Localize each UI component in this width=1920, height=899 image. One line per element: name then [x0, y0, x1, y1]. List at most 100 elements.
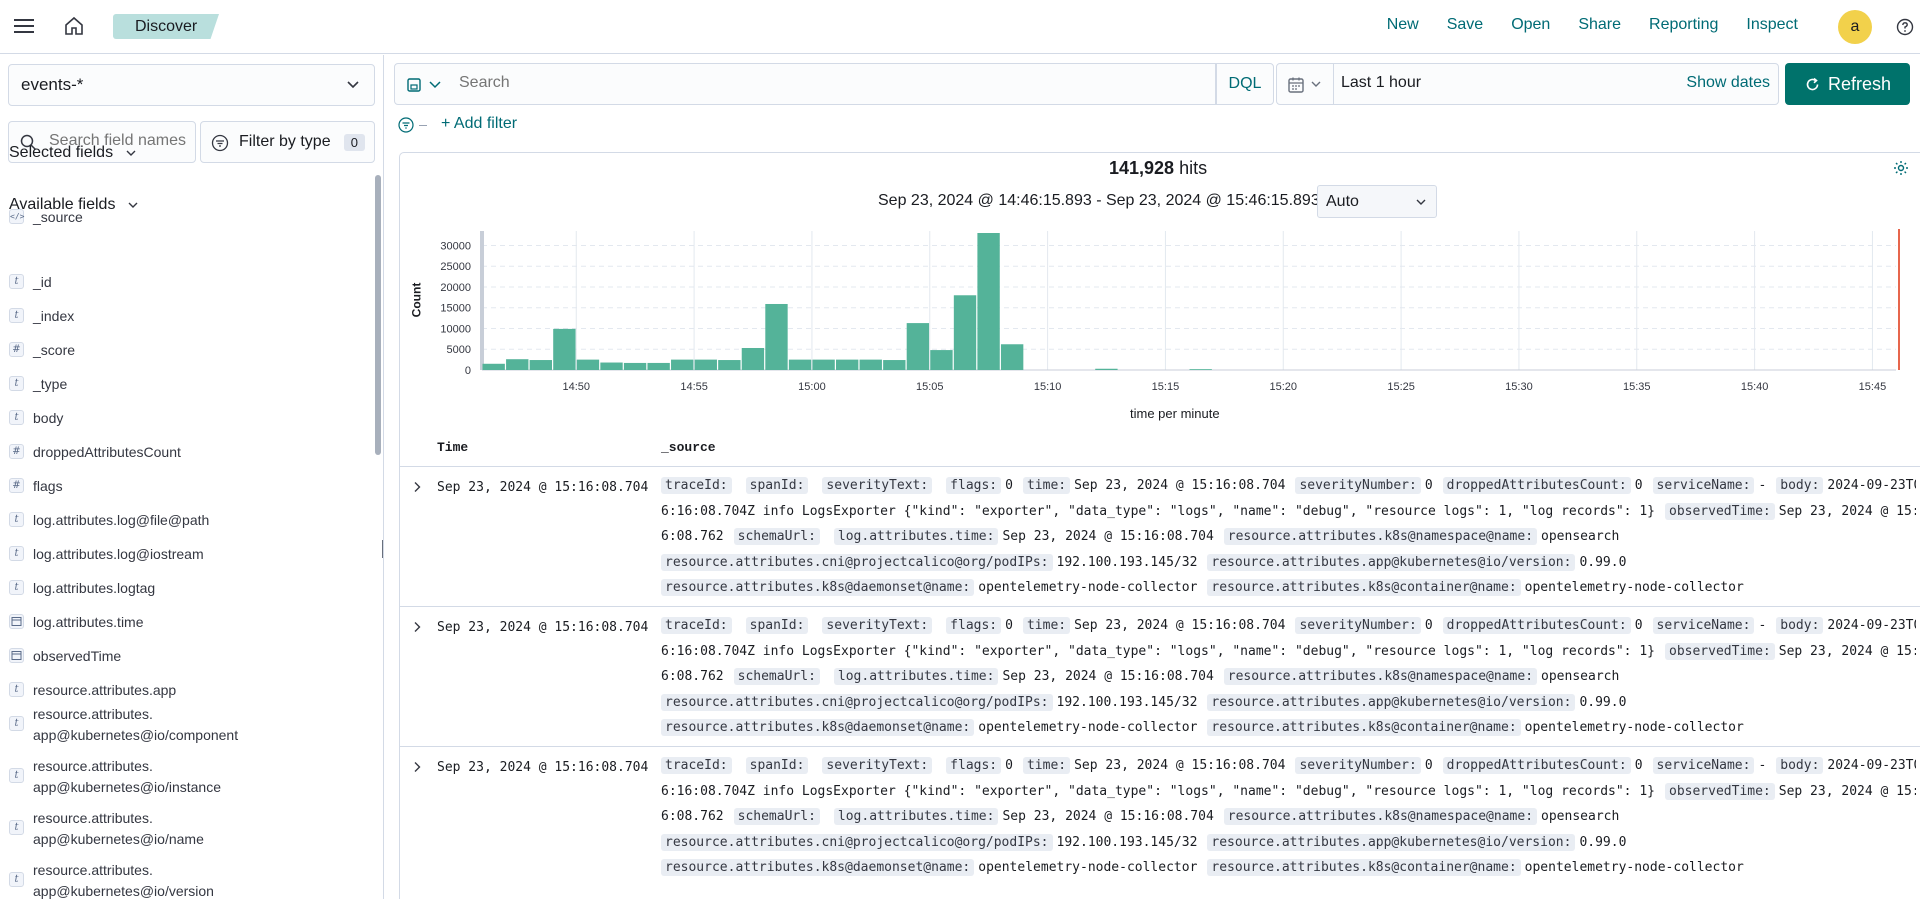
- row-source: traceId: spanId: severityText: flags: 0 time:…: [661, 613, 1916, 741]
- source-line: resource.attributes.k8s@daemonset@name: o…: [661, 855, 1916, 881]
- home-icon[interactable]: [62, 14, 86, 38]
- selected-fields-toggle[interactable]: Selected fields: [9, 144, 136, 162]
- histogram-bar: [647, 362, 670, 370]
- source-field-value: 0: [1634, 758, 1643, 773]
- chevron-down-icon: [347, 81, 359, 89]
- source-field-key: resource.attributes.cni@projectcalico@or…: [661, 833, 1053, 851]
- time-range-value[interactable]: Last 1 hour: [1341, 74, 1422, 91]
- source-field-value: opentelemetry-node-collector: [1524, 580, 1744, 595]
- inspect-button[interactable]: Inspect: [1746, 16, 1798, 33]
- hits-label: hits: [1179, 158, 1208, 178]
- source-field-value: opensearch: [1541, 669, 1620, 684]
- source-line: 6:08.762 schemaUrl: log.attributes.time: Se…: [661, 804, 1916, 830]
- source-line: 6:16:08.704Z info LogsExporter {"kind": …: [661, 499, 1916, 525]
- source-field-key: resource.attributes.k8s@namespace@name:: [1223, 528, 1538, 545]
- x-tick-label: 15:45: [1859, 381, 1887, 393]
- sidebar-resize-handle[interactable]: [382, 540, 383, 558]
- reporting-button[interactable]: Reporting: [1649, 16, 1719, 33]
- source-field-value: opentelemetry-node-collector: [978, 860, 1198, 875]
- source-field-value: -: [1758, 758, 1767, 773]
- save-button[interactable]: Save: [1446, 16, 1484, 33]
- source-field-value: 0.99.0: [1579, 554, 1627, 570]
- string-type-icon: t: [9, 820, 24, 835]
- histogram-bar: [765, 303, 788, 370]
- refresh-button[interactable]: Refresh: [1785, 63, 1910, 105]
- source-field-key: flags:: [946, 477, 1002, 494]
- available-fields-title: Available fields: [9, 196, 116, 213]
- gear-icon[interactable]: [1893, 160, 1909, 176]
- sidebar-scrollbar[interactable]: [375, 175, 381, 455]
- x-tick-label: 14:55: [680, 381, 708, 393]
- column-header-time[interactable]: Time: [437, 440, 469, 455]
- source-field-value: opentelemetry-node-collector: [978, 720, 1198, 735]
- field-search-input[interactable]: [49, 132, 189, 150]
- x-tick-label: 14:50: [563, 381, 591, 393]
- source-field-value: 0: [1634, 618, 1643, 633]
- chevron-down-icon[interactable]: [1311, 79, 1321, 89]
- menu-icon[interactable]: [12, 15, 36, 39]
- histogram-bar: [930, 350, 953, 370]
- date-type-icon: [9, 648, 24, 663]
- add-filter-button[interactable]: + Add filter: [441, 115, 518, 132]
- hits-count: 141,928: [1109, 158, 1175, 178]
- histogram-bar: [1095, 368, 1118, 370]
- expand-icon[interactable]: [411, 481, 423, 493]
- available-fields-toggle[interactable]: Available fields: [9, 196, 138, 214]
- field-name: log.attributes.log@iostream: [33, 546, 204, 562]
- field-name: log.attributes.logtag: [33, 580, 156, 596]
- source-field-value: 6:08.762: [661, 669, 724, 684]
- expand-icon[interactable]: [411, 621, 423, 633]
- field-name-continued: app@kubernetes@io/instance: [33, 779, 221, 795]
- new-button[interactable]: New: [1386, 16, 1419, 33]
- source-line: resource.attributes.cni@projectcalico@or…: [661, 690, 1916, 716]
- results-panel: [399, 152, 1920, 899]
- source-field-key: resource.attributes.k8s@container@name:: [1207, 859, 1521, 876]
- field-name-continued: app@kubernetes@io/version: [33, 883, 214, 899]
- x-tick-label: 15:30: [1505, 381, 1533, 393]
- source-field-key: flags:: [946, 757, 1002, 774]
- filter-options-icon[interactable]: [398, 117, 414, 133]
- calendar-icon[interactable]: [1287, 76, 1305, 94]
- open-button[interactable]: Open: [1511, 16, 1551, 33]
- breadcrumb-discover[interactable]: Discover: [113, 14, 219, 39]
- histogram-bar: [977, 233, 1000, 370]
- interval-select[interactable]: Auto: [1317, 185, 1437, 218]
- source-field-key: spanId:: [745, 617, 809, 634]
- histogram-bar: [600, 362, 623, 370]
- expand-icon[interactable]: [411, 761, 423, 773]
- selected-fields-title: Selected fields: [9, 144, 114, 161]
- avatar[interactable]: a: [1838, 10, 1872, 44]
- chevron-down-icon: [128, 202, 138, 208]
- source-field-value: 0: [1005, 478, 1013, 493]
- y-tick-label: 15000: [440, 303, 471, 315]
- query-search-input[interactable]: [459, 74, 1159, 92]
- source-field-key: schemaUrl:: [733, 528, 820, 545]
- index-pattern-select[interactable]: events-*: [8, 64, 375, 106]
- source-field-value: Sep 23, 2024 @ 15:1: [1778, 503, 1916, 519]
- source-field-key: log.attributes.time:: [833, 668, 999, 685]
- field-name: _index: [33, 308, 75, 324]
- chevron-down-icon: [429, 81, 441, 89]
- source-field-key: resource.attributes.cni@projectcalico@or…: [661, 693, 1053, 711]
- source-field-value: opentelemetry-node-collector: [978, 580, 1198, 595]
- column-header-source[interactable]: _source: [661, 440, 716, 455]
- show-dates-button[interactable]: Show dates: [1686, 74, 1770, 91]
- string-type-icon: t: [9, 274, 24, 289]
- row-timestamp: Sep 23, 2024 @ 15:16:08.704: [437, 760, 649, 775]
- string-type-icon: t: [9, 512, 24, 527]
- row-timestamp: Sep 23, 2024 @ 15:16:08.704: [437, 620, 649, 635]
- filter-by-type-button[interactable]: Filter by type 0: [200, 121, 375, 163]
- query-language-button[interactable]: DQL: [1216, 63, 1274, 105]
- source-line: 6:08.762 schemaUrl: log.attributes.time: Se…: [661, 524, 1916, 550]
- field-name: resource.attributes.: [33, 758, 153, 774]
- saved-query-button[interactable]: [394, 63, 452, 105]
- x-tick-label: 15:35: [1623, 381, 1651, 393]
- source-field-value: 0: [1424, 618, 1433, 633]
- source-field-value: 6:08.762: [661, 809, 724, 824]
- share-button[interactable]: Share: [1578, 16, 1622, 33]
- time-picker: Last 1 hour Show dates: [1276, 63, 1779, 105]
- help-icon[interactable]: [1896, 18, 1914, 36]
- source-field-value: 192.100.193.145/32: [1056, 834, 1198, 850]
- source-line: traceId: spanId: severityText: flags: 0 time:…: [661, 473, 1916, 499]
- chevron-down-icon: [1416, 199, 1426, 205]
